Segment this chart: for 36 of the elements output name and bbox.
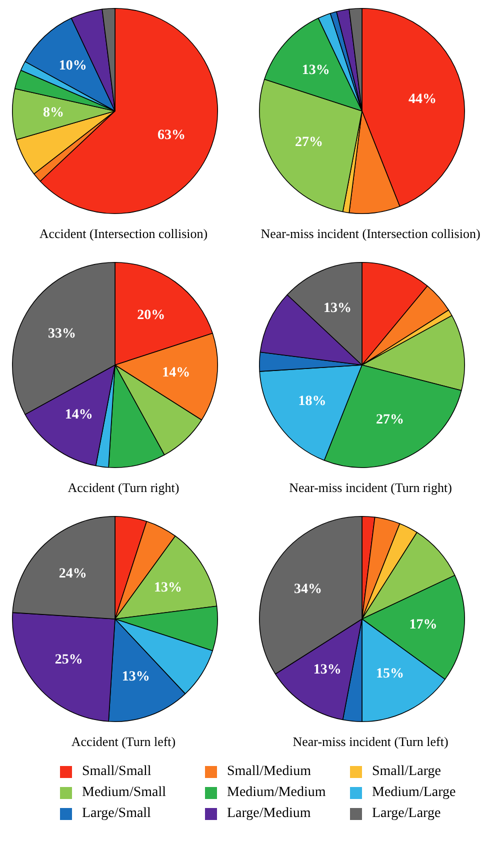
data-label: 13% xyxy=(154,580,182,596)
data-label: 18% xyxy=(298,394,326,409)
data-label: 13% xyxy=(324,301,352,316)
legend-label: Small/Small xyxy=(81,764,152,780)
data-label: 25% xyxy=(54,652,83,668)
data-label: 14% xyxy=(162,365,190,380)
legend-label: Medium/Small xyxy=(81,785,167,801)
text: Near-miss incident (Turn left) xyxy=(292,734,450,750)
data-label: 8% xyxy=(42,106,64,121)
data-label: 13% xyxy=(313,662,342,678)
legend-label: Medium/Large xyxy=(371,785,457,801)
legend-label: Medium/Medium xyxy=(226,785,327,801)
data-label: 15% xyxy=(376,666,404,682)
legend-label: Large/Large xyxy=(371,806,442,822)
legend-label: Small/Medium xyxy=(226,764,312,780)
data-label: 24% xyxy=(58,566,87,582)
data-label: 17% xyxy=(409,617,438,632)
legend-label: Small/Large xyxy=(371,764,442,780)
text: Near-miss incident (Turn right) xyxy=(288,480,453,496)
text: Near-miss incident (Intersection collision) xyxy=(260,226,482,242)
legend-label: Large/Small xyxy=(81,806,152,822)
data-label: 13% xyxy=(122,670,150,685)
text: Accident (Turn right) xyxy=(66,480,180,496)
data-label: 27% xyxy=(295,134,324,150)
data-label: 13% xyxy=(302,62,330,78)
data-label: 33% xyxy=(48,326,76,342)
data-label: 27% xyxy=(376,412,404,428)
text: Accident (Intersection collision) xyxy=(38,226,209,242)
legend-label: Large/Medium xyxy=(226,806,312,822)
data-label: 34% xyxy=(294,582,322,597)
data-label: 14% xyxy=(64,407,93,422)
text: Accident (Turn left) xyxy=(70,734,177,750)
data-label: 63% xyxy=(157,128,186,144)
data-label: 20% xyxy=(137,308,166,323)
data-label: 44% xyxy=(408,92,436,108)
data-label: 10% xyxy=(58,58,87,74)
